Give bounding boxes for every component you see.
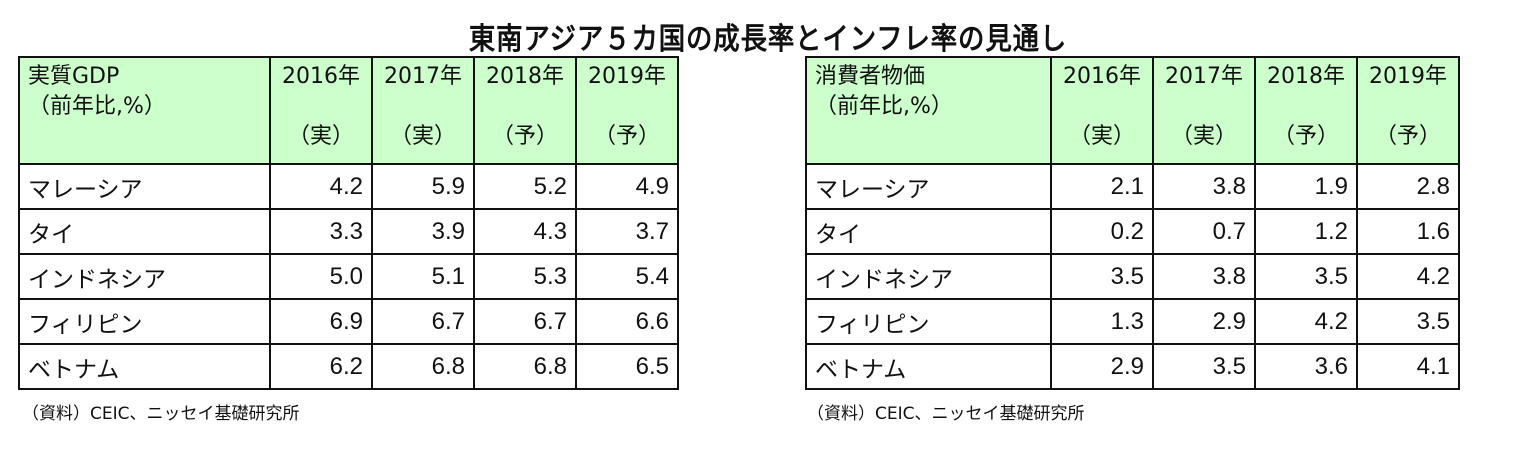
value-cell: 3.5 xyxy=(1254,253,1358,300)
value-cell: 3.5 xyxy=(1356,298,1460,345)
value-cell: 3.5 xyxy=(1050,253,1154,300)
value-cell: 6.5 xyxy=(575,343,679,390)
value-cell: 4.2 xyxy=(1356,253,1460,300)
source-note: （資料）CEIC、ニッセイ基礎研究所 xyxy=(22,404,300,424)
country-cell: タイ xyxy=(18,208,271,255)
value-cell: 6.6 xyxy=(575,298,679,345)
gdp-header-label: 実質GDP （前年比,%） xyxy=(18,56,271,165)
gdp-table: 実質GDP （前年比,%） 2016年 （実） 2017年 （実） 2018年 （予）… xyxy=(18,56,679,390)
value-cell: 4.1 xyxy=(1356,343,1460,390)
value-cell: 3.9 xyxy=(371,208,475,255)
table-row: フィリピン 1.3 2.9 4.2 3.5 xyxy=(805,298,1460,345)
header-label-line2: （前年比,%） xyxy=(28,94,166,119)
value-cell: 5.1 xyxy=(371,253,475,300)
value-cell: 6.8 xyxy=(371,343,475,390)
table-row: タイ 3.3 3.9 4.3 3.7 xyxy=(18,208,679,255)
value-cell: 3.5 xyxy=(1152,343,1256,390)
column-header: 2018年 （予） xyxy=(473,56,577,165)
country-cell: マレーシア xyxy=(18,163,271,210)
column-header: 2017年 （実） xyxy=(371,56,475,165)
value-cell: 2.8 xyxy=(1356,163,1460,210)
value-cell: 2.9 xyxy=(1152,298,1256,345)
value-cell: 3.7 xyxy=(575,208,679,255)
table-row: インドネシア 5.0 5.1 5.3 5.4 xyxy=(18,253,679,300)
country-cell: インドネシア xyxy=(18,253,271,300)
value-cell: 4.2 xyxy=(1254,298,1358,345)
value-cell: 0.7 xyxy=(1152,208,1256,255)
table-row: ベトナム 2.9 3.5 3.6 4.1 xyxy=(805,343,1460,390)
value-cell: 1.2 xyxy=(1254,208,1358,255)
value-cell: 3.8 xyxy=(1152,253,1256,300)
table-row: タイ 0.2 0.7 1.2 1.6 xyxy=(805,208,1460,255)
value-cell: 1.9 xyxy=(1254,163,1358,210)
column-header: 2017年 （実） xyxy=(1152,56,1256,165)
table-row: ベトナム 6.2 6.8 6.8 6.5 xyxy=(18,343,679,390)
value-cell: 4.3 xyxy=(473,208,577,255)
page-title: 東南アジア５カ国の成長率とインフレ率の見通し xyxy=(468,22,1068,57)
value-cell: 6.7 xyxy=(371,298,475,345)
table-row: インドネシア 3.5 3.8 3.5 4.2 xyxy=(805,253,1460,300)
value-cell: 6.2 xyxy=(269,343,373,390)
value-cell: 5.2 xyxy=(473,163,577,210)
value-cell: 3.3 xyxy=(269,208,373,255)
country-cell: フィリピン xyxy=(805,298,1052,345)
source-note: （資料）CEIC、ニッセイ基礎研究所 xyxy=(807,404,1085,424)
column-header: 2018年 （予） xyxy=(1254,56,1358,165)
country-cell: ベトナム xyxy=(805,343,1052,390)
cpi-table: 消費者物価 （前年比,%） 2016年 （実） 2017年 （実） 2018年 （予）… xyxy=(805,56,1460,390)
value-cell: 5.4 xyxy=(575,253,679,300)
header-label-line1: 消費者物価 xyxy=(815,64,926,89)
country-cell: タイ xyxy=(805,208,1052,255)
column-header: 2016年 （実） xyxy=(1050,56,1154,165)
cpi-header-label: 消費者物価 （前年比,%） xyxy=(805,56,1052,165)
value-cell: 5.0 xyxy=(269,253,373,300)
value-cell: 0.2 xyxy=(1050,208,1154,255)
table-row: マレーシア 2.1 3.8 1.9 2.8 xyxy=(805,163,1460,210)
column-header: 2016年 （実） xyxy=(269,56,373,165)
column-header: 2019年 （予） xyxy=(1356,56,1460,165)
value-cell: 3.6 xyxy=(1254,343,1358,390)
value-cell: 3.8 xyxy=(1152,163,1256,210)
country-cell: インドネシア xyxy=(805,253,1052,300)
table-row: フィリピン 6.9 6.7 6.7 6.6 xyxy=(18,298,679,345)
value-cell: 4.9 xyxy=(575,163,679,210)
value-cell: 5.3 xyxy=(473,253,577,300)
value-cell: 5.9 xyxy=(371,163,475,210)
table-header-row: 消費者物価 （前年比,%） 2016年 （実） 2017年 （実） 2018年 （予）… xyxy=(805,56,1460,165)
country-cell: ベトナム xyxy=(18,343,271,390)
header-label-line2: （前年比,%） xyxy=(815,94,953,119)
header-label-line1: 実質GDP xyxy=(28,64,120,89)
country-cell: フィリピン xyxy=(18,298,271,345)
country-cell: マレーシア xyxy=(805,163,1052,210)
value-cell: 6.9 xyxy=(269,298,373,345)
value-cell: 2.9 xyxy=(1050,343,1154,390)
value-cell: 4.2 xyxy=(269,163,373,210)
value-cell: 1.6 xyxy=(1356,208,1460,255)
column-header: 2019年 （予） xyxy=(575,56,679,165)
value-cell: 6.7 xyxy=(473,298,577,345)
table-header-row: 実質GDP （前年比,%） 2016年 （実） 2017年 （実） 2018年 （予）… xyxy=(18,56,679,165)
value-cell: 1.3 xyxy=(1050,298,1154,345)
table-row: マレーシア 4.2 5.9 5.2 4.9 xyxy=(18,163,679,210)
value-cell: 2.1 xyxy=(1050,163,1154,210)
value-cell: 6.8 xyxy=(473,343,577,390)
